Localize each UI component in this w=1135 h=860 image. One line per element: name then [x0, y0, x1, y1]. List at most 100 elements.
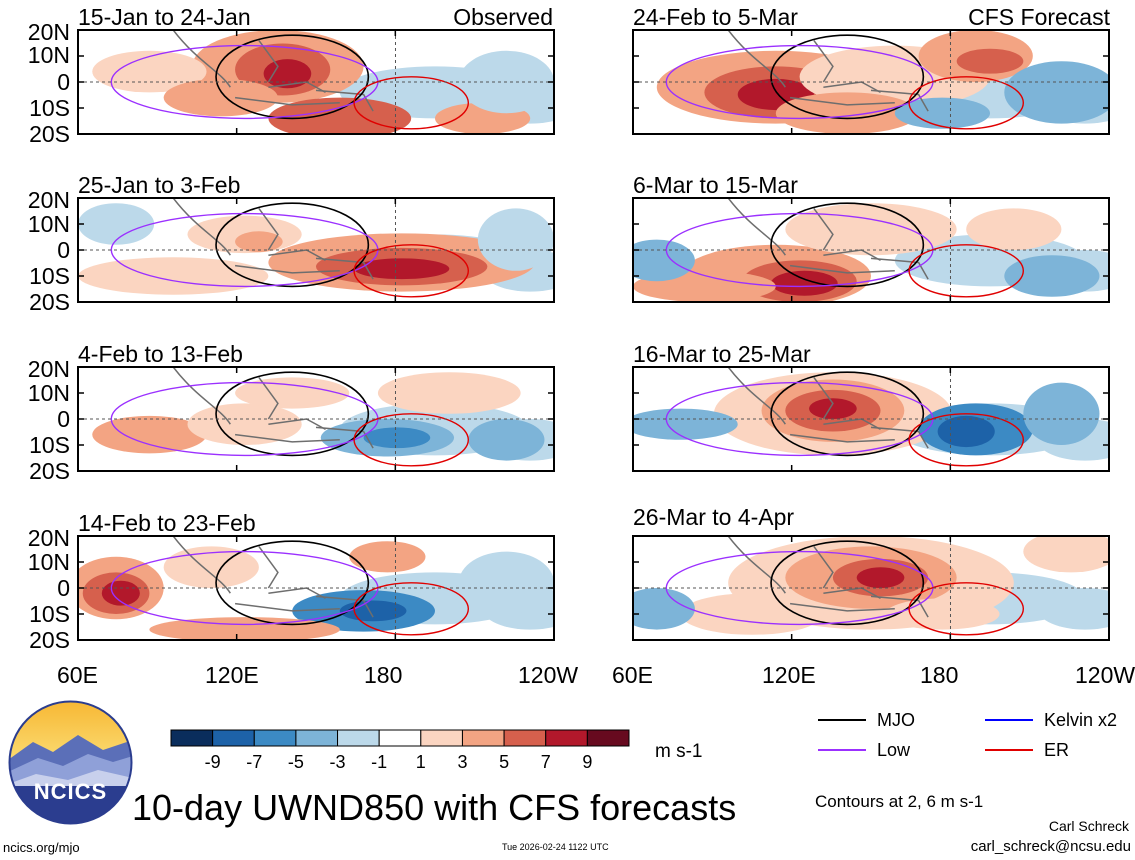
- colorbar-swatch: [337, 729, 380, 747]
- wind-anomaly: [1023, 536, 1109, 573]
- wind-anomaly: [809, 398, 857, 419]
- lon-tick-label: 60E: [57, 662, 98, 688]
- colorbar-swatch: [461, 729, 505, 747]
- lon-tick-label: 120E: [205, 662, 259, 688]
- legend-line-low: [818, 749, 866, 751]
- mjo-contour: [215, 371, 370, 457]
- coastline: [258, 545, 279, 589]
- map-panel-5: [632, 29, 1110, 135]
- legend-label-low: Low: [877, 740, 911, 760]
- lat-tick-label: 10N: [27, 211, 70, 237]
- wind-anomaly: [377, 372, 521, 414]
- coastline: [234, 264, 340, 274]
- wind-anomaly: [937, 415, 995, 448]
- mjo-contour: [215, 202, 370, 288]
- er-contour: [353, 76, 470, 130]
- coastline: [789, 264, 895, 274]
- map-panel-2: [77, 197, 555, 303]
- coastline: [258, 39, 279, 83]
- panel-tag: CFS Forecast: [968, 4, 1110, 30]
- lat-tick-label: 10S: [29, 601, 70, 627]
- legend-label-mjo: MJO: [877, 710, 915, 730]
- wind-anomaly: [1037, 588, 1109, 630]
- email: carl_schreck@ncsu.edu: [970, 838, 1131, 855]
- map-panel-3: [77, 366, 555, 472]
- lat-tick-label: 10N: [27, 42, 70, 68]
- colorbar-tick-label: -5: [287, 752, 304, 772]
- panel-title: 15-Jan to 24-Jan: [78, 4, 251, 30]
- colorbar-swatch: [170, 729, 214, 747]
- wind-anomaly: [771, 270, 838, 296]
- colorbar-tick-label: 1: [415, 752, 426, 772]
- legend-line-er: [985, 749, 1033, 751]
- ncics-logo: NCICS: [8, 700, 133, 825]
- mjo-contour: [215, 34, 370, 120]
- colorbar-swatch: [586, 729, 630, 747]
- lon-tick-label: 60E: [612, 662, 653, 688]
- coastline: [172, 198, 231, 256]
- mjo-contour: [215, 540, 370, 626]
- colorbar-swatch: [420, 729, 463, 747]
- er-contour: [908, 582, 1025, 636]
- panel-title: 14-Feb to 23-Feb: [78, 510, 256, 536]
- coastline: [172, 536, 231, 594]
- wind-anomaly: [163, 546, 259, 588]
- er-contour: [908, 413, 1025, 467]
- colorbar-swatch: [545, 729, 588, 747]
- lat-tick-label: 0: [57, 406, 70, 432]
- wind-anomaly: [235, 377, 350, 409]
- coastline: [789, 96, 895, 106]
- colorbar-swatch: [253, 729, 297, 747]
- mjo-contour: [770, 540, 925, 626]
- panel-title: 6-Mar to 15-Mar: [633, 172, 798, 198]
- er-contour: [353, 244, 470, 298]
- map-panel-6: [632, 197, 1110, 303]
- colorbar-tick-label: -7: [246, 752, 263, 772]
- colorbar-tick-label: -3: [329, 752, 346, 772]
- colorbar-swatch: [503, 729, 547, 747]
- lat-tick-label: 20N: [27, 187, 70, 213]
- mjo-contour: [770, 34, 925, 120]
- logo-text: NCICS: [33, 779, 108, 804]
- colorbar: [170, 729, 630, 747]
- wind-anomaly: [163, 78, 278, 117]
- colorbar-tick-label: -1: [371, 752, 388, 772]
- wind-anomaly: [856, 567, 905, 588]
- panel-title: 26-Mar to 4-Apr: [633, 504, 795, 530]
- lat-tick-label: 0: [57, 575, 70, 601]
- wind-anomaly: [477, 208, 554, 271]
- colorbar-swatch: [295, 729, 339, 747]
- main-title: 10-day UWND850 with CFS forecasts: [132, 787, 737, 828]
- wind-anomaly: [894, 97, 991, 129]
- er-contour: [353, 582, 470, 636]
- coastline: [315, 595, 374, 618]
- er-contour: [353, 413, 470, 467]
- wind-anomaly: [363, 427, 431, 449]
- wind-anomaly: [92, 415, 207, 454]
- map-panel-8: [632, 535, 1110, 641]
- coastline: [234, 96, 340, 106]
- coastline: [813, 545, 834, 589]
- timestamp: Tue 2026-02-24 1122 UTC: [502, 842, 609, 852]
- coastline: [789, 602, 895, 612]
- lat-tick-label: 20S: [29, 627, 70, 653]
- coastline: [315, 257, 374, 280]
- colorbar-tick-label: 3: [457, 752, 468, 772]
- logo-graphic: [8, 700, 133, 825]
- coastline: [727, 367, 786, 425]
- coastline: [813, 376, 834, 420]
- lat-tick-label: 0: [57, 237, 70, 263]
- wind-anomaly: [885, 598, 1000, 630]
- coastline: [172, 30, 231, 88]
- wind-anomaly: [633, 239, 695, 282]
- coastline: [870, 595, 929, 618]
- lat-tick-label: 10N: [27, 549, 70, 575]
- coastline: [727, 198, 786, 256]
- legend-label-er: ER: [1044, 740, 1070, 760]
- lat-tick-label: 20N: [27, 356, 70, 382]
- lon-tick-label: 120W: [1075, 662, 1135, 688]
- mjo-contour: [770, 202, 925, 288]
- colorbar-tick-label: 5: [499, 752, 510, 772]
- wind-anomaly: [149, 617, 340, 640]
